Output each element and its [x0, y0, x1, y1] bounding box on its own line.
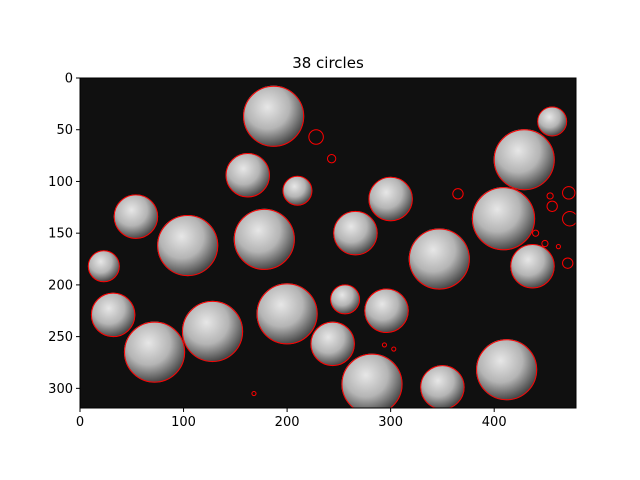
y-axis: 0 50 100 150 200 250 300 [48, 72, 80, 397]
x-axis: 0 100 200 300 400 [76, 408, 507, 430]
plot-area [80, 78, 577, 415]
x-tick-label: 200 [275, 415, 300, 430]
y-tick-label: 300 [48, 382, 73, 397]
x-tick-label: 100 [171, 415, 196, 430]
y-tick-label: 100 [48, 175, 73, 190]
y-tick-label: 0 [65, 72, 73, 87]
x-tick-label: 300 [378, 415, 403, 430]
chart-title: 38 circles [292, 54, 364, 72]
y-tick-label: 50 [56, 123, 73, 138]
y-tick-label: 150 [48, 227, 73, 242]
y-tick-label: 250 [48, 330, 73, 345]
x-tick-label: 0 [76, 415, 84, 430]
x-tick-label: 400 [482, 415, 507, 430]
y-tick-label: 200 [48, 278, 73, 293]
